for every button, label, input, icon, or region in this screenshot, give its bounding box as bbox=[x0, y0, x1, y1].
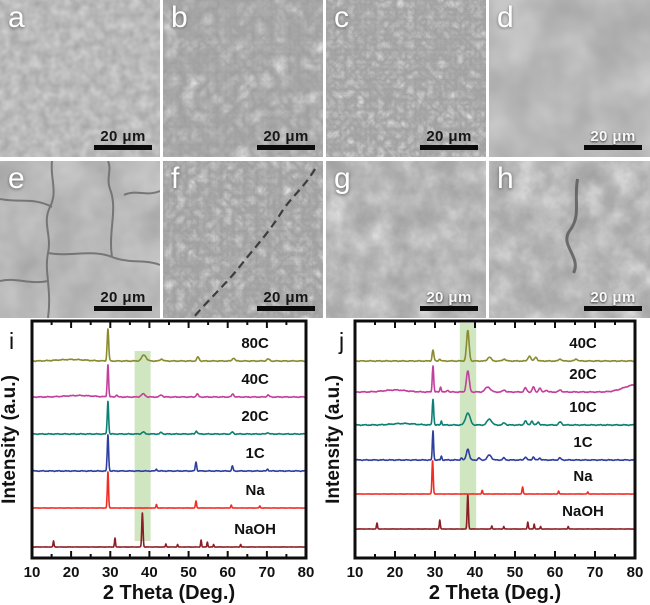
svg-text:Na: Na bbox=[573, 468, 593, 485]
sem-panel-e: e 20 μm bbox=[0, 161, 160, 318]
svg-text:10: 10 bbox=[24, 564, 41, 581]
scale-bar: 20 μm bbox=[257, 129, 315, 150]
svg-text:50: 50 bbox=[507, 564, 524, 581]
svg-text:80C: 80C bbox=[241, 335, 269, 352]
svg-text:30: 30 bbox=[102, 564, 119, 581]
panel-letter: f bbox=[171, 162, 180, 195]
scale-bar: 20 μm bbox=[94, 129, 152, 150]
svg-text:80: 80 bbox=[627, 564, 644, 581]
svg-text:Intensity (a.u.): Intensity (a.u.) bbox=[0, 375, 20, 504]
scale-bar-label: 20 μm bbox=[263, 128, 309, 145]
svg-text:40C: 40C bbox=[569, 335, 597, 352]
svg-text:1C: 1C bbox=[246, 445, 265, 462]
scale-bar-line bbox=[584, 306, 642, 311]
svg-text:40: 40 bbox=[467, 564, 484, 581]
panel-letter: h bbox=[497, 162, 514, 195]
svg-text:40: 40 bbox=[141, 564, 158, 581]
sem-texture bbox=[489, 161, 650, 318]
svg-text:30: 30 bbox=[427, 564, 444, 581]
panel-letter: e bbox=[8, 162, 25, 195]
scale-bar-label: 20 μm bbox=[100, 289, 146, 306]
panel-letter: c bbox=[334, 1, 349, 34]
svg-text:50: 50 bbox=[180, 564, 197, 581]
scale-bar-line bbox=[94, 306, 152, 311]
svg-text:40C: 40C bbox=[241, 371, 269, 388]
sem-texture bbox=[0, 0, 160, 157]
sem-texture bbox=[163, 0, 323, 157]
svg-text:2 Theta (Deg.): 2 Theta (Deg.) bbox=[429, 582, 561, 604]
svg-text:20C: 20C bbox=[569, 366, 597, 383]
scale-bar: 20 μm bbox=[584, 129, 642, 150]
scale-bar: 20 μm bbox=[257, 290, 315, 311]
panel-letter: g bbox=[334, 162, 351, 195]
svg-text:Na: Na bbox=[246, 482, 266, 499]
scale-bar: 20 μm bbox=[420, 290, 478, 311]
svg-text:20: 20 bbox=[63, 564, 80, 581]
sem-panel-b: b 20 μm bbox=[163, 0, 323, 157]
scale-bar-line bbox=[257, 145, 315, 150]
sem-panel-a: a 20 μm bbox=[0, 0, 160, 157]
crack-lines bbox=[0, 161, 160, 318]
scale-bar: 20 μm bbox=[420, 129, 478, 150]
sem-texture bbox=[326, 161, 486, 318]
svg-text:60: 60 bbox=[219, 564, 236, 581]
svg-text:70: 70 bbox=[587, 564, 604, 581]
svg-text:10C: 10C bbox=[569, 399, 597, 416]
svg-text:2 Theta (Deg.): 2 Theta (Deg.) bbox=[103, 582, 235, 604]
scale-bar-line bbox=[420, 145, 478, 150]
crack-line bbox=[565, 178, 580, 274]
svg-text:10: 10 bbox=[347, 564, 364, 581]
scale-bar-label: 20 μm bbox=[426, 289, 472, 306]
svg-text:80: 80 bbox=[298, 564, 315, 581]
panel-letter: d bbox=[497, 1, 514, 34]
svg-text:60: 60 bbox=[547, 564, 564, 581]
xrd-chart-i: NaOH Na 1C 20C 40C 80C 10 20 30 40 50 60 70 80 2 Theta… bbox=[0, 318, 325, 605]
sem-panel-d: d 20 μm bbox=[489, 0, 650, 157]
svg-text:20: 20 bbox=[387, 564, 404, 581]
panel-letter: a bbox=[8, 1, 25, 34]
scale-bar-line bbox=[584, 145, 642, 150]
panel-letter: b bbox=[171, 1, 188, 34]
scale-bar: 20 μm bbox=[94, 290, 152, 311]
svg-text:i: i bbox=[9, 328, 14, 354]
sem-texture bbox=[326, 0, 486, 157]
svg-text:j: j bbox=[338, 328, 344, 354]
scale-bar-label: 20 μm bbox=[590, 289, 636, 306]
scale-bar-label: 20 μm bbox=[590, 128, 636, 145]
sem-panel-g: g 20 μm bbox=[326, 161, 486, 318]
scale-bar-line bbox=[420, 306, 478, 311]
scale-bar-label: 20 μm bbox=[100, 128, 146, 145]
scale-bar-line bbox=[94, 145, 152, 150]
svg-text:Intensity (a.u.): Intensity (a.u.) bbox=[325, 375, 344, 504]
scale-bar-label: 20 μm bbox=[263, 289, 309, 306]
svg-text:70: 70 bbox=[259, 564, 276, 581]
sem-panel-f: f 20 μm bbox=[163, 161, 323, 318]
svg-text:NaOH: NaOH bbox=[562, 503, 604, 520]
crack-line bbox=[192, 168, 316, 318]
xrd-chart-j: NaOH Na 1C 10C 20C 40C 10 20 30 40 50 60 70 80 2 Theta… bbox=[325, 318, 650, 605]
sem-texture bbox=[0, 161, 160, 318]
sem-texture bbox=[489, 0, 650, 157]
scale-bar: 20 μm bbox=[584, 290, 642, 311]
svg-text:1C: 1C bbox=[573, 434, 592, 451]
sem-panel-c: c 20 μm bbox=[326, 0, 486, 157]
sem-texture bbox=[163, 161, 323, 318]
scale-bar-label: 20 μm bbox=[426, 128, 472, 145]
svg-text:NaOH: NaOH bbox=[234, 521, 276, 538]
svg-text:20C: 20C bbox=[241, 408, 269, 425]
scale-bar-line bbox=[257, 306, 315, 311]
sem-panel-h: h 20 μm bbox=[489, 161, 650, 318]
